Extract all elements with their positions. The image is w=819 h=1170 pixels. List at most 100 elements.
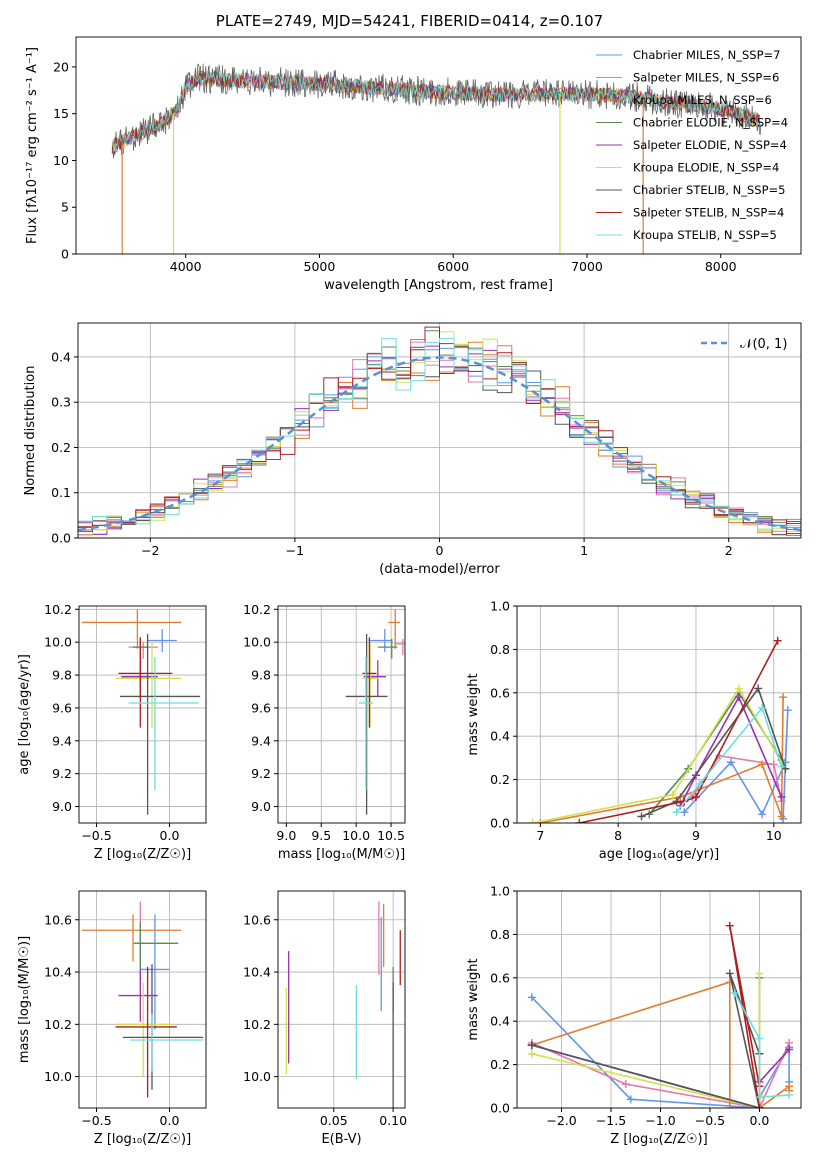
axes-frame [277, 605, 406, 824]
y-tick-label: 10.2 [243, 602, 271, 617]
x-axis-label: E(B-V) [321, 1132, 361, 1147]
x-tick-label: 9 [692, 828, 700, 843]
legend-label: Chabrier ELODIE, N_SSP=4 [633, 116, 788, 130]
weight-marker [769, 760, 778, 769]
weight-marker [758, 703, 767, 712]
y-tick-label: 0.8 [490, 642, 510, 657]
weight-marker [773, 636, 782, 645]
panel-age-vs-z: −0.5 0.0 9.0 9.2 9.4 9.6 9.8 10.0 10.2 Z [log₁₀(Z… [17, 602, 207, 862]
x-axis-label: Z [log₁₀(Z/Z☉)] [94, 847, 191, 862]
legend-label: Chabrier STELIB, N_SSP=5 [633, 183, 785, 197]
plot-area [111, 63, 762, 254]
plot-area [81, 901, 204, 1098]
x-axis-label: (data-model)/error [379, 562, 500, 577]
axes-frame [75, 36, 802, 255]
y-tick-label: 9.0 [52, 799, 72, 814]
weight-series [532, 686, 787, 823]
x-tick-label: −2.0 [546, 1113, 576, 1128]
weight-marker [777, 812, 786, 821]
y-tick-label: 10.0 [243, 1069, 271, 1084]
gaussian-curve [78, 356, 801, 532]
weight-series [729, 925, 761, 1108]
panel-residuals: −2 −1 0 1 2 0.0 0.1 0.2 0.3 0.4 (data-model)/error… [23, 322, 802, 577]
x-tick-label: −1.0 [645, 1113, 675, 1128]
x-axis-label: wavelength [Angstrom, rest frame] [324, 278, 553, 293]
x-tick-label: 0.10 [379, 1113, 407, 1128]
legend-label: Kroupa MILES, N_SSP=6 [633, 93, 772, 107]
x-tick-label: 7 [536, 828, 544, 843]
plot-area [527, 921, 794, 1108]
x-axis-label: age [log₁₀(age/yr)] [599, 847, 720, 862]
axes-frame [78, 605, 207, 824]
x-tick-label: 9.0 [276, 828, 296, 843]
weight-marker [725, 1104, 734, 1108]
y-axis-label: mass weight [466, 958, 481, 1040]
residual-legend: 𝒩(0, 1) [701, 337, 787, 352]
weight-marker [779, 693, 788, 702]
weight-marker [725, 921, 734, 930]
weight-marker [527, 993, 536, 1002]
x-tick-label: −1 [286, 543, 304, 558]
y-tick-label: 15 [53, 106, 69, 121]
weight-marker [726, 758, 735, 767]
y-tick-label: 1.0 [490, 884, 510, 899]
weight-marker [575, 819, 584, 823]
x-tick-label: −0.5 [81, 1113, 111, 1128]
y-tick-label: 9.6 [52, 700, 72, 715]
y-tick-label: 10.0 [243, 635, 271, 650]
plot-area [528, 636, 792, 823]
y-tick-label: 20 [53, 59, 69, 74]
x-axis-label: Z [log₁₀(Z/Z☉)] [94, 1132, 191, 1147]
weight-marker [777, 792, 786, 801]
weight-marker [725, 969, 734, 978]
x-tick-label: −0.5 [81, 828, 111, 843]
weight-marker [536, 819, 545, 823]
weight-marker [777, 762, 786, 771]
weight-marker [528, 819, 537, 823]
page-title: PLATE=2749, MJD=54241, FIBERID=0414, z=0… [215, 12, 604, 30]
weight-series [733, 992, 790, 1099]
x-axis-label: mass [log₁₀(M/M☉)] [278, 847, 405, 862]
spectrum-legend: Chabrier MILES, N_SSP=7 Salpeter MILES, N… [596, 48, 788, 242]
x-tick-label: 10.0 [342, 828, 370, 843]
y-tick-label: 9.6 [251, 700, 271, 715]
weight-series [679, 695, 783, 806]
x-tick-label: −2 [141, 543, 159, 558]
y-tick-label: 1.0 [490, 599, 510, 614]
y-tick-label: 0.0 [490, 1101, 510, 1116]
y-tick-label: 10.0 [44, 635, 72, 650]
legend-label: Salpeter ELODIE, N_SSP=4 [633, 138, 787, 152]
weight-series [683, 710, 789, 819]
x-tick-label: 2 [725, 543, 733, 558]
legend-label: Kroupa ELODIE, N_SSP=4 [633, 161, 779, 175]
x-tick-label: 4000 [170, 259, 202, 274]
y-tick-label: 0.6 [490, 970, 510, 985]
y-tick-label: 9.4 [52, 733, 72, 748]
x-tick-label: 1 [580, 543, 588, 558]
weight-marker [730, 988, 739, 997]
y-tick-label: 0.2 [51, 440, 71, 455]
weight-marker [755, 1093, 764, 1102]
axes-frame [516, 890, 802, 1109]
x-tick-label: −1.5 [596, 1113, 626, 1128]
panel-weight-vs-age: 7 8 9 10 0.0 0.2 0.4 0.6 0.8 1.0 age [log₁₀(age/yr… [466, 599, 802, 862]
y-tick-label: 0.6 [490, 685, 510, 700]
plot-area [345, 609, 405, 815]
plot-area [81, 609, 201, 815]
weight-marker [637, 812, 646, 821]
y-tick-label: 0.2 [490, 1057, 510, 1072]
weight-marker [785, 1045, 794, 1054]
plot-area [285, 901, 401, 1108]
x-tick-label: 0 [436, 543, 444, 558]
y-axis-label: Flux [fλ10⁻¹⁷ erg cm⁻² s⁻¹ A⁻¹] [25, 47, 40, 244]
weight-marker [680, 797, 689, 806]
weight-series [641, 686, 787, 818]
weight-series [579, 640, 779, 823]
weight-marker [626, 1095, 635, 1104]
x-tick-label: 5000 [304, 259, 336, 274]
x-tick-label: 6000 [437, 259, 469, 274]
x-tick-label: 8000 [705, 259, 737, 274]
legend-label: Kroupa STELIB, N_SSP=5 [633, 228, 777, 242]
weight-marker [695, 779, 704, 788]
y-tick-label: 9.8 [251, 668, 271, 683]
